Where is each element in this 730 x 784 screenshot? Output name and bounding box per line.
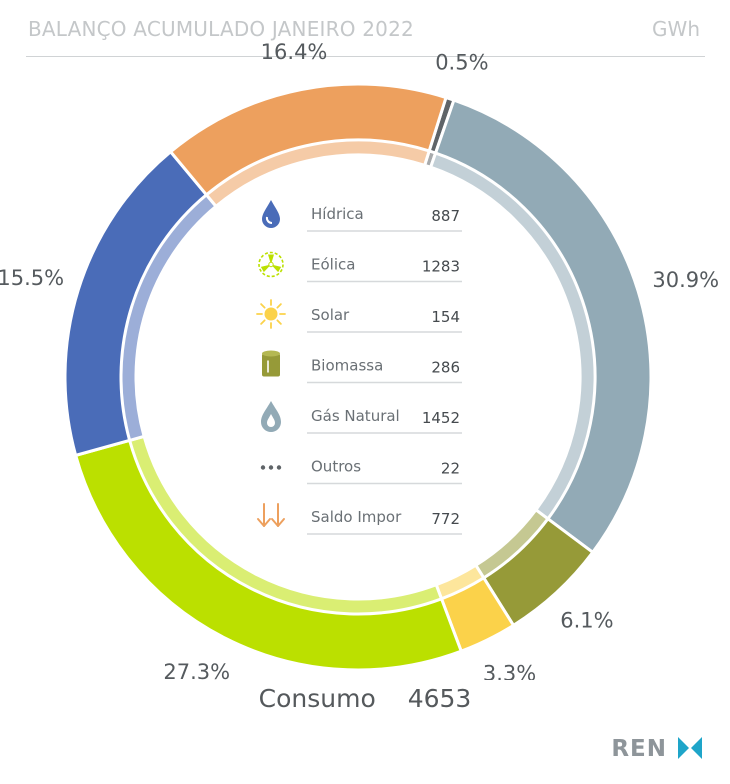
percent-label-hidrica: 15.5% xyxy=(0,266,64,290)
legend-item-eolica: Eólica 1283 xyxy=(258,251,462,283)
legend-label: Biomassa xyxy=(311,357,383,375)
consumo-total: Consumo 4653 xyxy=(0,684,730,713)
legend-label: Gás Natural xyxy=(311,407,400,425)
percent-label-gas-natural: 30.9% xyxy=(652,268,719,292)
donut-chart: 0.5% 30.9% 6.1% 3.3% 27.3% 15.5% 16.4% Hídrica… xyxy=(0,40,719,680)
legend-item-saldo-impor: Saldo Impor 772 xyxy=(257,503,462,535)
legend: Hídrica 887 Eólica 1283 Solar 154 Biomassa 286 G… xyxy=(256,200,462,535)
water-drop-icon xyxy=(262,200,280,228)
legend-label: Eólica xyxy=(311,256,355,274)
legend-value: 154 xyxy=(431,308,460,326)
dots-icon xyxy=(260,465,282,470)
slice-eolica[interactable] xyxy=(73,438,464,672)
slice-inner-saldo-impor xyxy=(204,138,432,209)
ren-logo: REN xyxy=(611,736,702,762)
consumo-label: Consumo xyxy=(258,684,376,713)
ren-logo-mark-icon xyxy=(678,737,702,759)
percent-label-outros: 0.5% xyxy=(435,51,488,75)
legend-item-biomassa: Biomassa 286 xyxy=(262,350,462,384)
legend-item-hidrica: Hídrica 887 xyxy=(262,200,462,232)
legend-value: 772 xyxy=(431,510,460,528)
donut-slices xyxy=(63,82,653,672)
arrows-down-icon xyxy=(257,503,285,527)
chart-title: BALANÇO ACUMULADO JANEIRO 2022 xyxy=(28,17,414,41)
legend-item-gas-natural: Gás Natural 1452 xyxy=(261,401,462,434)
unit-label: GWh xyxy=(652,17,700,41)
legend-label: Hídrica xyxy=(311,205,364,223)
donut-inner-bands xyxy=(119,138,597,616)
slice-saldo-impor[interactable] xyxy=(168,82,448,198)
sun-icon xyxy=(256,299,286,329)
legend-value: 1283 xyxy=(422,258,460,276)
legend-item-solar: Solar 154 xyxy=(256,299,462,333)
biomass-barrel-icon xyxy=(262,350,280,377)
percent-labels: 0.5% 30.9% 6.1% 3.3% 27.3% 15.5% 16.4% xyxy=(0,40,719,680)
legend-item-outros: Outros 22 xyxy=(260,458,462,485)
legend-value: 887 xyxy=(431,207,460,225)
legend-label: Solar xyxy=(311,306,350,324)
legend-value: 286 xyxy=(431,359,460,377)
percent-label-solar: 3.3% xyxy=(483,662,536,680)
consumo-value: 4653 xyxy=(407,684,472,713)
percent-label-eolica: 27.3% xyxy=(163,660,230,680)
legend-value: 22 xyxy=(441,460,460,478)
header-divider xyxy=(26,56,705,57)
percent-label-saldo-impor: 16.4% xyxy=(261,40,328,64)
legend-label: Outros xyxy=(311,458,361,476)
legend-label: Saldo Impor xyxy=(311,508,402,526)
gas-drop-icon xyxy=(261,401,281,432)
wind-turbine-icon xyxy=(258,251,284,278)
percent-label-biomassa: 6.1% xyxy=(560,608,613,632)
legend-value: 1452 xyxy=(422,409,460,427)
ren-logo-text: REN xyxy=(611,736,667,762)
